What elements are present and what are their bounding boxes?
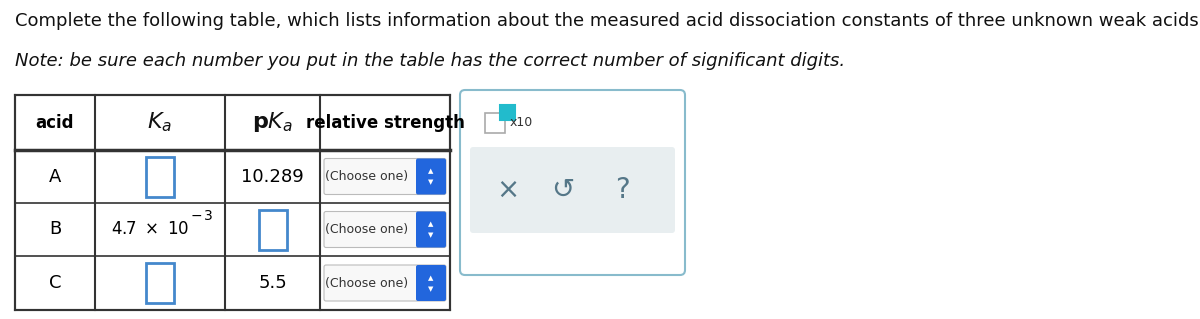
Text: A: A (49, 167, 61, 186)
FancyBboxPatch shape (416, 159, 446, 195)
Text: C: C (49, 274, 61, 292)
Bar (258, 210, 287, 249)
FancyBboxPatch shape (460, 90, 685, 275)
FancyBboxPatch shape (324, 265, 446, 301)
FancyBboxPatch shape (416, 211, 446, 248)
Text: Note: be sure each number you put in the table has the correct number of signifi: Note: be sure each number you put in the… (14, 52, 845, 70)
FancyBboxPatch shape (324, 159, 446, 195)
Text: $\mathit{K}_{\mathit{a}}$: $\mathit{K}_{\mathit{a}}$ (148, 111, 173, 134)
Text: ▲: ▲ (428, 168, 433, 174)
Text: 10.289: 10.289 (241, 167, 304, 186)
Bar (146, 157, 174, 197)
Text: (Choose one): (Choose one) (325, 170, 408, 183)
Text: B: B (49, 220, 61, 239)
Text: (Choose one): (Choose one) (325, 277, 408, 290)
Text: (Choose one): (Choose one) (325, 223, 408, 236)
Text: ×: × (497, 176, 520, 204)
Text: relative strength: relative strength (306, 114, 464, 131)
Text: p$\mathit{K}_{\mathit{a}}$: p$\mathit{K}_{\mathit{a}}$ (252, 110, 293, 135)
FancyBboxPatch shape (324, 211, 446, 248)
Text: ↺: ↺ (551, 176, 574, 204)
Bar (14, 95, 450, 310)
Text: $4.7\ \times\ 10$: $4.7\ \times\ 10$ (110, 220, 190, 239)
FancyBboxPatch shape (470, 147, 674, 233)
Text: Complete the following table, which lists information about the measured acid di: Complete the following table, which list… (14, 12, 1200, 30)
FancyBboxPatch shape (416, 265, 446, 301)
Text: ▼: ▼ (428, 180, 433, 186)
Text: ▲: ▲ (428, 221, 433, 227)
Bar (485, 113, 505, 133)
Bar (500, 105, 515, 120)
Text: acid: acid (36, 114, 74, 131)
Bar (146, 263, 174, 303)
Text: ▼: ▼ (428, 233, 433, 239)
Text: ▲: ▲ (428, 275, 433, 281)
Text: x10: x10 (510, 116, 533, 130)
Text: 5.5: 5.5 (258, 274, 287, 292)
Text: $-\,3$: $-\,3$ (191, 210, 214, 224)
Text: ▼: ▼ (428, 286, 433, 292)
Text: ?: ? (614, 176, 630, 204)
